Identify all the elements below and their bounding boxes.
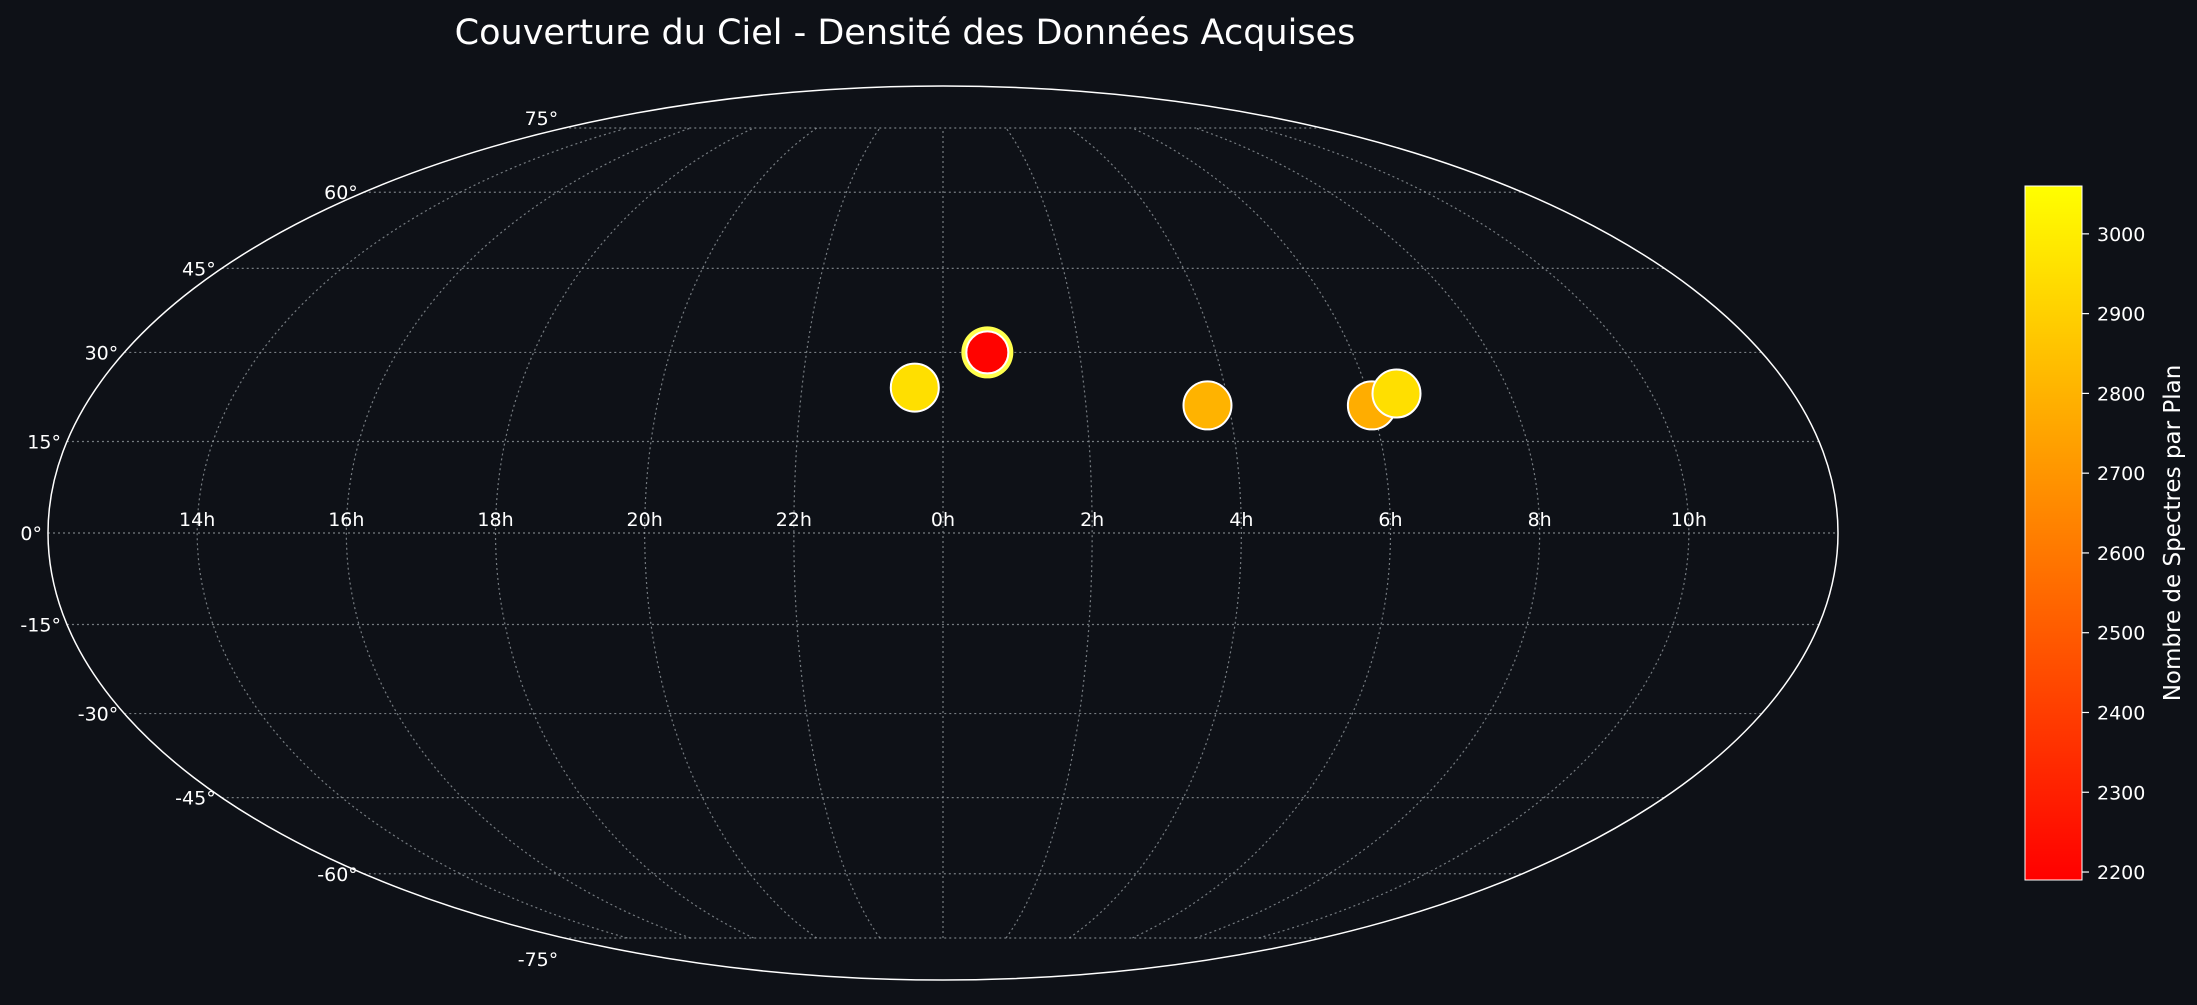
colorbar-gradient (2024, 185, 2083, 881)
ra-tick-label: 4h (1229, 509, 1253, 531)
dec-tick-label: 75° (525, 108, 559, 130)
dec-tick-label: 60° (324, 182, 358, 204)
ra-tick-label: 14h (179, 509, 215, 531)
meridian-line (1132, 127, 1392, 939)
graticule-grid (48, 127, 1838, 939)
ra-tick-label: 20h (627, 509, 663, 531)
dec-tick-label: -45° (175, 788, 216, 810)
data-point (889, 362, 940, 413)
meridian-line (644, 127, 818, 939)
dec-tick-label: 30° (85, 342, 119, 364)
meridian-line (793, 127, 881, 939)
axis-tick-labels: 14h 16h 18h 20h 22h 0h 2h 4h 6h 8h 10h -75° -60° -45°… (20, 108, 1707, 971)
dec-tick-label: -60° (317, 864, 358, 886)
dec-tick-label: 15° (27, 431, 61, 453)
colorbar: Nombre de Spectres par Plan 2200 2300 2400… (2024, 185, 2186, 884)
data-point (965, 330, 1010, 375)
data-points (889, 326, 1422, 431)
dec-tick-label: 0° (20, 523, 42, 545)
ra-tick-label: 6h (1378, 509, 1402, 531)
chart-title: Couverture du Ciel - Densité des Données… (455, 13, 1356, 53)
dec-tick-label: -75° (518, 949, 559, 971)
dec-tick-label: 45° (182, 258, 216, 280)
colorbar-tick-label: 3000 (2097, 224, 2145, 246)
colorbar-label: Nombre de Spectres par Plan (2160, 365, 2186, 702)
colorbar-tick-label: 2300 (2097, 782, 2145, 804)
ra-tick-label: 0h (931, 509, 955, 531)
ra-tick-label: 18h (477, 509, 513, 531)
dec-tick-label: -15° (20, 615, 61, 637)
meridian-line (345, 127, 691, 939)
ra-tick-label: 10h (1671, 509, 1707, 531)
colorbar-tick-label: 2400 (2097, 702, 2145, 724)
meridian-line (1258, 127, 1690, 939)
colorbar-tick-label: 2600 (2097, 543, 2145, 565)
ra-tick-label: 8h (1528, 509, 1552, 531)
meridian-line (1068, 127, 1242, 939)
meridian-line (494, 127, 754, 939)
dec-tick-label: -30° (78, 704, 119, 726)
meridian-line (1005, 127, 1093, 939)
data-point (1371, 368, 1422, 419)
colorbar-tick-label: 2700 (2097, 463, 2145, 485)
meridian-line (196, 127, 628, 939)
sky-outline (47, 85, 1839, 981)
ra-tick-label: 22h (776, 509, 812, 531)
data-point (1182, 380, 1233, 431)
ra-tick-label: 16h (328, 509, 364, 531)
colorbar-tick-label: 2500 (2097, 623, 2145, 645)
colorbar-tick-label: 2200 (2097, 862, 2145, 884)
colorbar-tick-label: 2900 (2097, 304, 2145, 326)
colorbar-tick-label: 2800 (2097, 383, 2145, 405)
ra-tick-label: 2h (1080, 509, 1104, 531)
